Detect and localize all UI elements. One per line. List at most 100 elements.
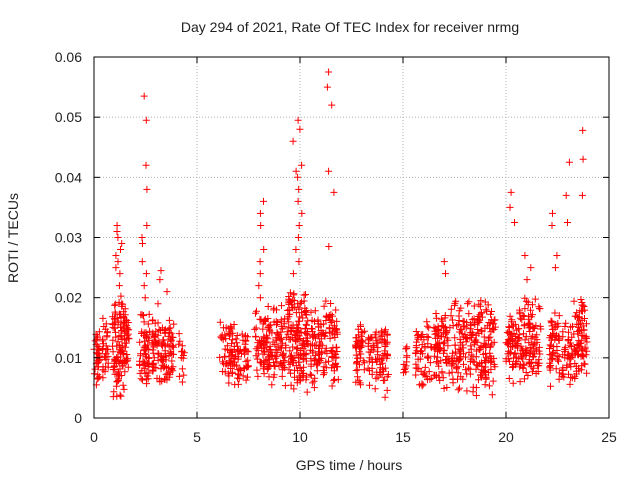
data-point	[547, 355, 555, 363]
data-point	[559, 333, 567, 341]
data-point	[290, 291, 298, 299]
data-point	[451, 334, 459, 342]
data-point	[536, 305, 544, 313]
data-point	[467, 342, 475, 350]
data-point	[330, 188, 338, 196]
data-point	[320, 371, 327, 379]
data-point	[307, 342, 315, 350]
data-point	[328, 101, 336, 109]
data-point	[168, 342, 176, 350]
data-point	[384, 371, 392, 378]
data-point	[119, 300, 127, 308]
data-point	[285, 313, 293, 321]
data-point	[156, 276, 164, 284]
data-point	[229, 355, 237, 363]
data-point	[294, 197, 302, 205]
data-point	[244, 348, 252, 356]
data-point	[311, 318, 318, 325]
data-point	[449, 316, 456, 324]
data-point	[471, 340, 479, 348]
data-point	[111, 301, 119, 309]
data-point	[236, 365, 244, 373]
data-point	[123, 332, 131, 340]
data-point	[280, 322, 288, 330]
data-point	[526, 321, 534, 329]
data-point	[277, 316, 285, 324]
data-point	[357, 321, 364, 329]
data-point	[329, 327, 336, 335]
data-point	[507, 188, 515, 196]
data-point	[328, 382, 336, 390]
data-point	[356, 348, 363, 356]
data-point	[555, 312, 563, 320]
data-point	[142, 116, 150, 124]
data-point	[288, 333, 296, 341]
data-point	[226, 328, 234, 336]
data-point	[453, 365, 461, 373]
data-point	[117, 392, 125, 400]
data-point	[537, 325, 545, 333]
data-point	[228, 368, 236, 376]
data-point	[322, 364, 330, 372]
data-point	[142, 333, 150, 341]
data-point	[95, 347, 103, 355]
data-point	[265, 325, 273, 333]
data-point	[161, 326, 169, 334]
data-point	[465, 310, 473, 318]
y-tick-label: 0.06	[55, 49, 82, 65]
data-point	[299, 314, 307, 322]
data-point	[424, 333, 432, 341]
data-point	[148, 360, 156, 368]
data-point	[228, 360, 236, 368]
data-point	[293, 345, 301, 353]
data-point	[287, 298, 295, 306]
data-point	[555, 357, 562, 365]
data-point	[268, 381, 276, 389]
data-point	[287, 381, 295, 389]
data-point	[565, 158, 573, 166]
data-point	[439, 340, 447, 348]
data-point	[506, 203, 514, 211]
data-point	[434, 359, 442, 367]
data-point	[400, 369, 407, 377]
data-point	[270, 304, 278, 312]
data-point	[244, 362, 252, 370]
data-point	[457, 326, 465, 334]
data-point	[260, 370, 268, 378]
data-point	[259, 344, 267, 352]
data-point	[430, 371, 438, 379]
data-point	[228, 351, 236, 359]
data-point	[161, 350, 169, 358]
data-point	[531, 340, 539, 348]
data-point	[440, 258, 448, 266]
data-point	[154, 356, 162, 364]
data-point	[150, 333, 158, 341]
data-point	[507, 342, 515, 350]
data-point	[253, 366, 261, 374]
data-point	[511, 320, 519, 328]
data-point	[113, 222, 121, 229]
y-tick-label: 0.02	[55, 290, 82, 306]
data-point	[264, 315, 272, 322]
data-point	[142, 375, 150, 383]
data-point	[302, 291, 309, 298]
data-point	[298, 209, 306, 217]
data-point	[303, 388, 311, 396]
data-point	[549, 349, 556, 357]
data-point	[110, 388, 118, 396]
data-point	[421, 344, 429, 352]
data-point	[469, 357, 477, 365]
data-point	[252, 345, 260, 353]
data-point	[353, 337, 361, 345]
data-point	[366, 381, 373, 389]
data-point	[462, 353, 469, 361]
data-point	[157, 267, 165, 275]
data-point	[509, 379, 517, 387]
data-point	[315, 331, 323, 339]
data-point	[441, 338, 448, 346]
data-point	[330, 367, 338, 375]
data-point	[484, 301, 492, 309]
data-point	[141, 294, 149, 302]
data-point	[320, 369, 328, 377]
data-point	[273, 358, 281, 366]
